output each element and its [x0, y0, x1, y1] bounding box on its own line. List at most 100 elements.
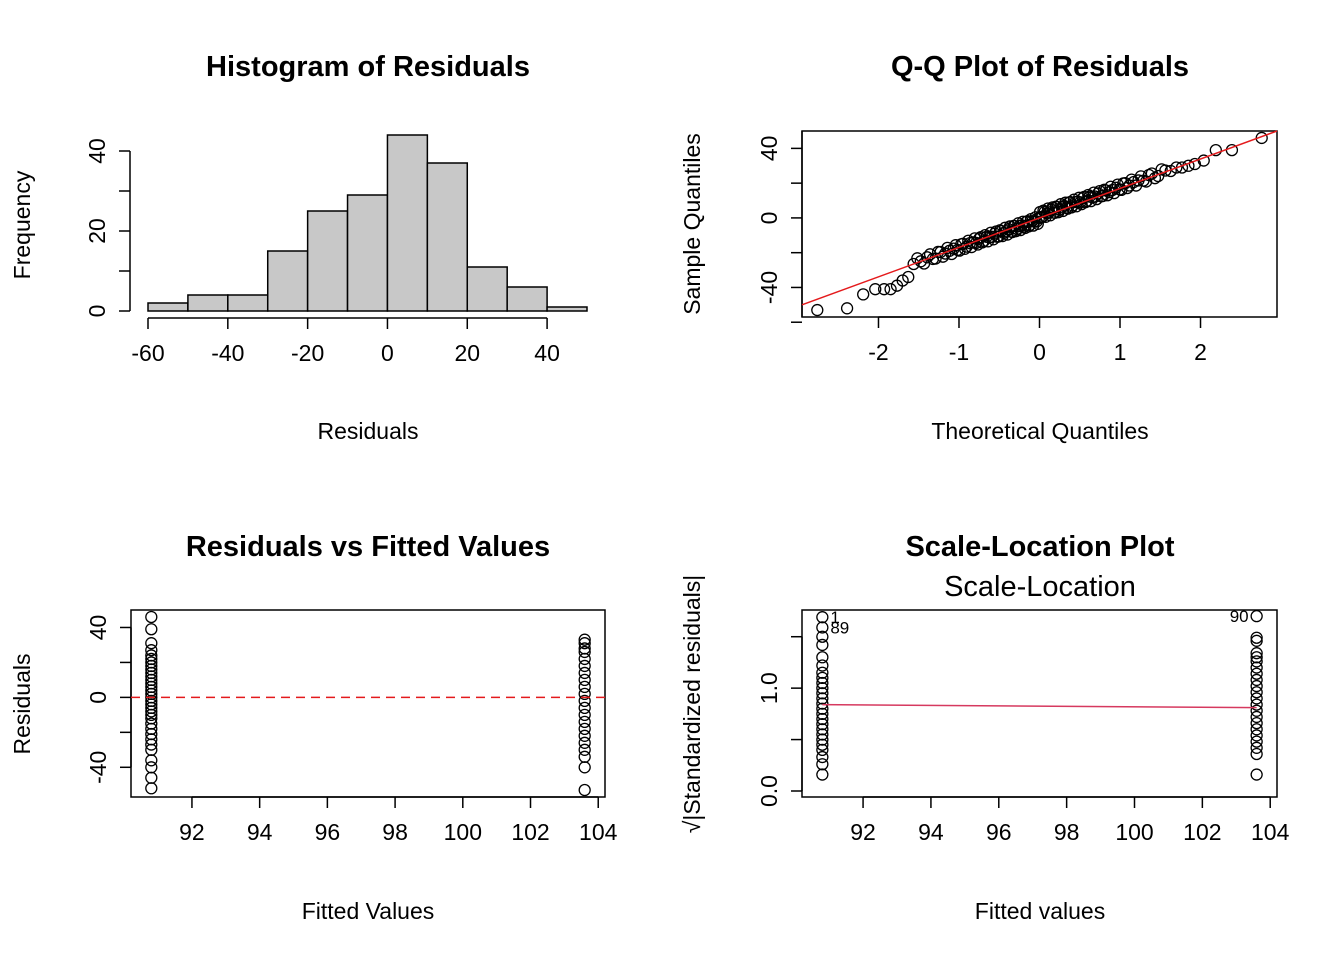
qq-y-tick-label: 0: [756, 212, 782, 225]
resid-fitted-point: [578, 729, 591, 742]
scale-location-y-tick-label: 1.0: [756, 672, 782, 704]
resid-fitted-marks: [131, 610, 605, 797]
qq-xlabel: Theoretical Quantiles: [931, 418, 1148, 444]
scale-location-point: [1250, 710, 1263, 724]
histogram-x-tick-label: -40: [211, 340, 244, 366]
scale-location-x-tick-label: 100: [1115, 819, 1153, 845]
qq-marks: [801, 130, 1278, 317]
resid-fitted-point: [145, 708, 158, 722]
scale-location-point: [1250, 634, 1263, 647]
resid-fitted-panel: Residuals vs Fitted Values Fitted Values…: [9, 531, 618, 924]
qq-point: [869, 283, 882, 296]
histogram-y-tick-label: 40: [84, 138, 110, 164]
resid-fitted-x-tick-label: 104: [579, 819, 618, 845]
resid-fitted-point: [145, 610, 158, 624]
resid-fitted-y-tick-label: 0: [85, 691, 111, 704]
histogram-x-tick-label: -20: [291, 340, 324, 366]
point-id-label: 90: [1230, 607, 1249, 626]
resid-fitted-point: [145, 705, 158, 718]
qq-y-tick-label: -40: [756, 271, 782, 304]
resid-fitted-point: [578, 659, 591, 673]
histogram-bar: [346, 194, 389, 312]
scale-location-point: [1250, 747, 1263, 761]
qq-point: [1170, 161, 1183, 174]
resid-fitted-point: [578, 633, 591, 646]
scale-location-point: [1250, 698, 1263, 711]
qq-point: [857, 288, 870, 301]
resid-fitted-ylabel: Residuals: [9, 654, 35, 755]
scale-location-point: [816, 638, 829, 652]
resid-fitted-point: [145, 637, 158, 650]
qq-point: [914, 255, 927, 268]
scale-location-title: Scale-Location Plot: [905, 531, 1174, 563]
smooth-line: [822, 703, 1257, 709]
scale-location-point: [816, 738, 829, 751]
qq-reference-line: [801, 130, 1278, 306]
qq-panel: Q-Q Plot of Residuals Theoretical Quanti…: [679, 51, 1278, 444]
resid-fitted-point: [578, 666, 591, 680]
qq-point: [811, 303, 824, 317]
resid-fitted-point: [578, 743, 591, 756]
scale-location-point: [816, 676, 829, 690]
qq-x-tick-label: -2: [868, 339, 888, 365]
scale-location-axes: 92 94 96 98 100 102 104 0.0 1.0: [756, 635, 1290, 845]
resid-fitted-point: [578, 708, 591, 722]
resid-fitted-point: [145, 644, 158, 657]
resid-fitted-point: [578, 715, 591, 729]
resid-fitted-point: [578, 783, 591, 797]
scale-location-point: [816, 681, 829, 695]
scale-location-point: [816, 707, 829, 721]
scale-location-point: [816, 671, 829, 685]
histogram-bar: [546, 306, 588, 312]
resid-fitted-title: Residuals vs Fitted Values: [186, 531, 550, 563]
histogram-panel: Histogram of Residuals Residuals Frequen…: [9, 51, 588, 444]
scale-location-point: [1250, 716, 1263, 730]
scale-location-point: [816, 651, 829, 664]
scale-location-panel: Scale-Location Plot Scale-Location Fitte…: [679, 531, 1290, 924]
resid-fitted-point: [578, 645, 591, 659]
resid-fitted-axes: 92 94 96 98 100 102 104 -40 0 40: [85, 615, 618, 845]
scale-location-point: [816, 723, 829, 736]
histogram-y-tick-label: 20: [84, 218, 110, 244]
scale-location-x-tick-label: 92: [850, 819, 876, 845]
resid-fitted-point: [578, 652, 591, 666]
resid-fitted-x-tick-label: 98: [382, 819, 408, 845]
point-id-label: 89: [830, 618, 849, 637]
qq-ylabel: Sample Quantiles: [679, 133, 705, 315]
histogram-bar: [147, 302, 189, 312]
resid-fitted-x-tick-label: 92: [179, 819, 205, 845]
resid-fitted-xlabel: Fitted Values: [302, 898, 435, 924]
scale-location-x-tick-label: 102: [1183, 819, 1221, 845]
scale-location-point: [1250, 651, 1263, 664]
qq-title: Q-Q Plot of Residuals: [891, 51, 1189, 83]
resid-fitted-point: [145, 738, 158, 751]
scale-location-point: [1250, 723, 1263, 736]
resid-fitted-point: [578, 750, 591, 763]
qq-point: [1123, 179, 1136, 192]
scale-location-x-tick-label: 104: [1251, 819, 1290, 845]
scale-location-xlabel: Fitted values: [975, 898, 1105, 924]
scale-location-point: [1250, 704, 1263, 717]
histogram-bar: [426, 162, 469, 312]
scale-location-point: [816, 666, 829, 679]
histogram-bar: [187, 294, 229, 312]
resid-fitted-point: [578, 694, 591, 708]
scale-location-x-tick-label: 98: [1054, 819, 1080, 845]
resid-fitted-point: [578, 761, 591, 774]
qq-x-tick-label: 2: [1194, 339, 1207, 365]
qq-x-tick-label: 0: [1033, 339, 1046, 365]
scale-location-point: [816, 692, 829, 705]
scale-location-x-tick-label: 94: [918, 819, 944, 845]
qq-axes: -2 -1 0 1 2 -40 0 40: [756, 131, 1207, 365]
scale-location-point: [1250, 741, 1263, 754]
histogram-title: Histogram of Residuals: [206, 51, 530, 83]
scale-location-point: [1250, 661, 1263, 674]
scale-location-point: [816, 702, 829, 715]
scale-location-point: [816, 768, 829, 781]
scale-location-plot-box: [801, 609, 1278, 798]
scale-location-point: [1250, 647, 1263, 660]
resid-fitted-point: [145, 623, 158, 636]
histogram-x-tick-label: 20: [454, 340, 480, 366]
resid-fitted-point: [145, 771, 158, 784]
